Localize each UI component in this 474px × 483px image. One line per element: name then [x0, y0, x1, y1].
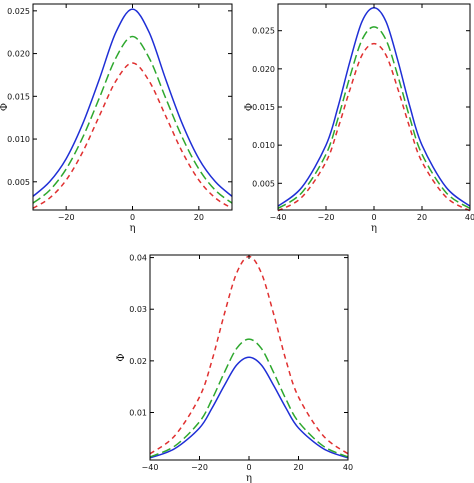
x-tick-label: 40 [465, 213, 474, 222]
y-tick-label: 0.010 [252, 141, 275, 150]
y-tick-label: 0.015 [252, 103, 275, 112]
series-line-2 [149, 338, 349, 458]
x-tick-label: 0 [246, 463, 251, 472]
series-line-1 [277, 7, 471, 207]
x-tick-label: 0 [130, 213, 135, 222]
y-tick-label: 0.005 [7, 178, 30, 187]
y-axis-label: Φ [116, 353, 127, 361]
y-axis-label: Φ [0, 103, 10, 111]
chart-panel-3: −40 −20 0 20 40 0.01 0.02 0.03 0.04 η Φ [116, 254, 353, 483]
series-line-2 [32, 35, 233, 204]
series-line-3 [149, 255, 349, 455]
chart-panel-2: −40 −20 0 20 40 0.005 0.010 0.015 0.020 0.025 η Φ [244, 3, 474, 234]
x-tick-label: −20 [191, 463, 208, 472]
y-tick-label: 0.04 [129, 254, 147, 263]
plot-frame [277, 3, 471, 211]
chart-panel-1: −20 0 20 0.005 0.010 0.015 0.020 0.025 η Φ [0, 3, 233, 234]
y-tick-label: 0.015 [7, 92, 30, 101]
x-tick-label: −40 [270, 213, 287, 222]
x-tick-label: 0 [371, 213, 376, 222]
y-tick-label: 0.01 [129, 408, 147, 417]
series-line-3 [277, 42, 471, 212]
series-line-1 [32, 8, 233, 197]
y-tick-label: 0.025 [7, 7, 30, 16]
x-axis-label: η [246, 473, 252, 483]
x-tick-label: −20 [58, 213, 75, 222]
y-tick-label: 0.02 [129, 357, 147, 366]
y-tick-label: 0.005 [252, 179, 275, 188]
y-tick-label: 0.010 [7, 135, 30, 144]
series-line-3 [32, 62, 233, 209]
y-tick-label: 0.025 [252, 27, 275, 36]
x-tick-label: 40 [343, 463, 353, 472]
x-axis-label: η [371, 223, 377, 234]
x-axis-label: η [130, 223, 136, 234]
x-tick-label: 20 [293, 463, 303, 472]
y-axis-label: Φ [244, 103, 255, 111]
plot-frame [32, 3, 233, 211]
x-tick-label: 20 [417, 213, 427, 222]
y-tick-label: 0.020 [252, 65, 275, 74]
x-tick-label: −40 [142, 463, 159, 472]
series-line-2 [277, 26, 471, 210]
x-tick-label: −20 [318, 213, 335, 222]
y-tick-label: 0.03 [129, 305, 147, 314]
y-tick-label: 0.020 [7, 50, 30, 59]
series-line-1 [149, 356, 349, 459]
x-tick-label: 20 [194, 213, 204, 222]
